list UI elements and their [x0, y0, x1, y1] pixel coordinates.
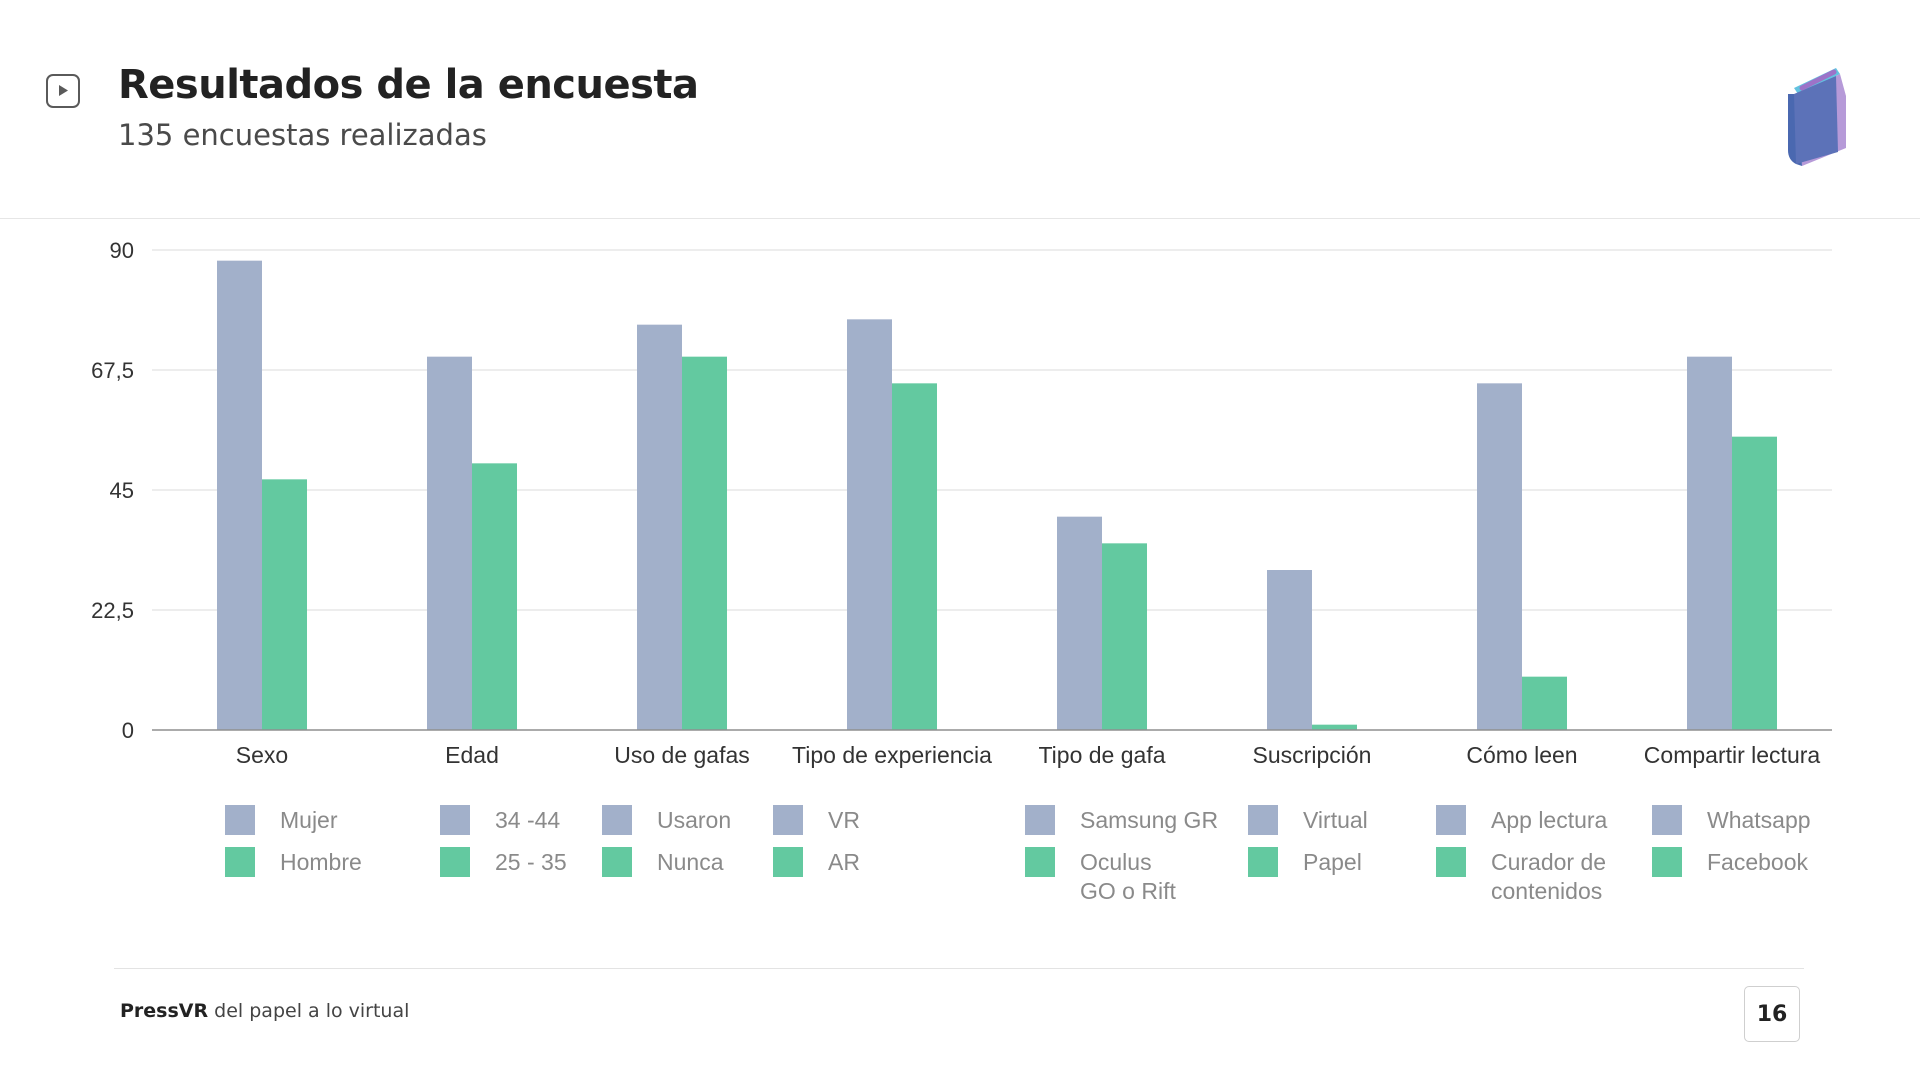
x-tick-label-como-leen: Cómo leen: [1466, 742, 1577, 768]
bar-como-leen-2: [1522, 676, 1567, 730]
legend-label: Papel: [1303, 849, 1362, 875]
legend-label: Facebook: [1707, 849, 1809, 875]
legend-label: Mujer: [280, 807, 338, 833]
legend-label: Virtual: [1303, 807, 1368, 833]
x-tick-label-suscripcion: Suscripción: [1253, 742, 1372, 768]
y-tick-label: 90: [110, 238, 134, 263]
legend-suscripcion: Virtual Papel: [1248, 805, 1368, 877]
legend-como-leen: App lectura Curador de contenidos: [1436, 805, 1608, 904]
legend-swatch: [440, 847, 470, 877]
legend-sexo: Mujer Hombre: [225, 805, 362, 877]
bar-tipo-de-experiencia-1: [847, 319, 892, 730]
y-tick-label: 22,5: [91, 598, 134, 623]
bar-como-leen-1: [1477, 383, 1522, 730]
legend-label: Samsung GR: [1080, 807, 1218, 833]
legend-swatch: [1025, 805, 1055, 835]
bar-suscripcion-1: [1267, 570, 1312, 730]
legend-label: Curador de contenidos: [1491, 849, 1606, 904]
legend-label: Whatsapp: [1707, 807, 1811, 833]
x-tick-label-compartir-lectura: Compartir lectura: [1644, 742, 1821, 768]
play-icon: [59, 85, 68, 96]
legend-tipo-de-gafa: Samsung GR Oculus GO o Rift: [1025, 805, 1218, 904]
bars: [217, 260, 1777, 730]
y-tick-label: 67,5: [91, 358, 134, 383]
bar-sexo-1: [217, 260, 262, 730]
y-tick-label: 0: [122, 718, 134, 743]
legend-label: Usaron: [657, 807, 731, 833]
legend-swatch: [1436, 847, 1466, 877]
legend-label: Oculus GO o Rift: [1080, 849, 1176, 904]
bar-edad-2: [472, 463, 517, 730]
legend-compartir-lectura: Whatsapp Facebook: [1652, 805, 1811, 877]
legend-swatch: [1025, 847, 1055, 877]
header-divider: [0, 218, 1920, 219]
x-axis-ticks: Sexo Edad Uso de gafas Tipo de experiencia T…: [236, 742, 1821, 768]
bar-suscripcion-2: [1312, 724, 1357, 730]
legend-swatch: [1248, 805, 1278, 835]
bar-tipo-de-gafa-2: [1102, 543, 1147, 730]
legend-label: Nunca: [657, 849, 724, 875]
bar-compartir-lectura-2: [1732, 436, 1777, 730]
legend-label: AR: [828, 849, 860, 875]
footer-divider: [114, 968, 1804, 969]
legend-edad: 34 -44 25 - 35: [440, 805, 567, 877]
legend-swatch: [773, 805, 803, 835]
play-button[interactable]: [46, 74, 80, 108]
legend-label: Hombre: [280, 849, 362, 875]
x-tick-label-edad: Edad: [445, 742, 499, 768]
legend-swatch: [225, 805, 255, 835]
legend-swatch: [602, 847, 632, 877]
footer-tagline: del papel a lo virtual: [208, 1000, 410, 1022]
bar-sexo-2: [262, 479, 307, 730]
grid-lines: [152, 249, 1832, 611]
bar-uso-de-gafas-1: [637, 324, 682, 730]
bar-edad-1: [427, 356, 472, 730]
bar-uso-de-gafas-2: [682, 356, 727, 730]
bar-tipo-de-experiencia-2: [892, 383, 937, 730]
bar-tipo-de-gafa-1: [1057, 516, 1102, 730]
legend-tipo-de-experiencia: VR AR: [773, 805, 860, 877]
page-number: 16: [1744, 986, 1800, 1042]
legend-swatch: [225, 847, 255, 877]
legend-swatch: [1248, 847, 1278, 877]
page-subtitle: 135 encuestas realizadas: [118, 118, 487, 152]
legend-swatch: [1652, 805, 1682, 835]
footer-brand: PressVR: [120, 1000, 209, 1022]
x-tick-label-sexo: Sexo: [236, 742, 288, 768]
legend-swatch: [602, 805, 632, 835]
x-tick-label-uso-de-gafas: Uso de gafas: [614, 742, 750, 768]
legend-uso-de-gafas: Usaron Nunca: [602, 805, 731, 877]
page-title: Resultados de la encuesta: [118, 62, 699, 108]
bar-compartir-lectura-1: [1687, 356, 1732, 730]
y-axis-ticks: 0 22,5 45 67,5 90: [91, 238, 134, 743]
x-tick-label-tipo-de-experiencia: Tipo de experiencia: [792, 742, 992, 768]
legend-label: 25 - 35: [495, 849, 567, 875]
legend-swatch: [1436, 805, 1466, 835]
legend-label: VR: [828, 807, 860, 833]
legends: Mujer Hombre 34 -44 25 - 35 Usaron Nunca VR AR S…: [225, 805, 1811, 904]
legend-label: 34 -44: [495, 807, 560, 833]
x-tick-label-tipo-de-gafa: Tipo de gafa: [1038, 742, 1165, 768]
legend-swatch: [440, 805, 470, 835]
y-tick-label: 45: [110, 478, 134, 503]
legend-swatch: [773, 847, 803, 877]
footer-text: PressVR del papel a lo virtual: [120, 1000, 409, 1022]
legend-label: App lectura: [1491, 807, 1608, 833]
legend-swatch: [1652, 847, 1682, 877]
bar-chart: 0 22,5 45 67,5 90 Sexo Edad Uso de gafas Tipo d…: [91, 238, 1832, 904]
book-logo-icon: [1788, 68, 1846, 166]
